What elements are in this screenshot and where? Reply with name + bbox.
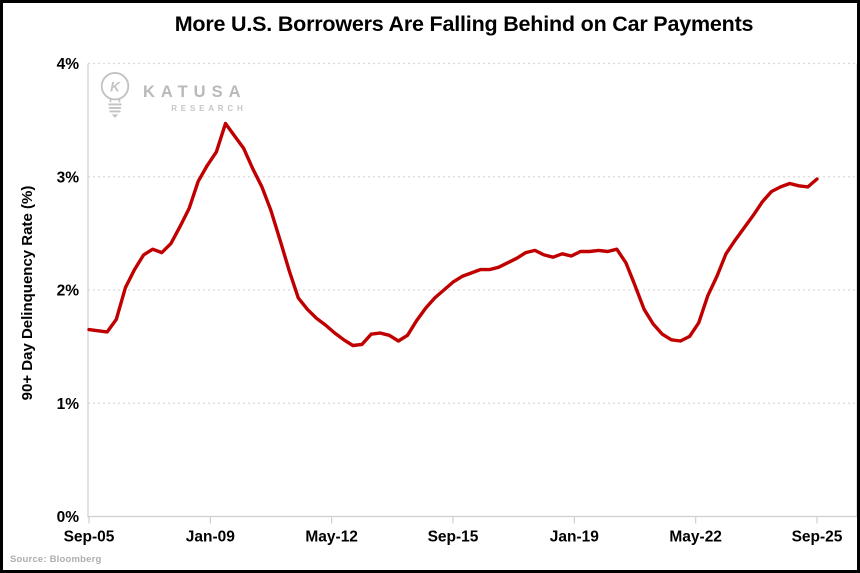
y-axis-title: 90+ Day Delinquency Rate (%) — [19, 185, 36, 401]
x-tick-label: May-22 — [669, 529, 722, 546]
delinquency-line — [87, 121, 819, 348]
katusa-logo: K KATUSA RESEARCH — [95, 70, 247, 120]
x-tick-label: Jan-09 — [186, 529, 235, 546]
chart-title: More U.S. Borrowers Are Falling Behind o… — [174, 12, 754, 36]
logo-subtitle: RESEARCH — [171, 103, 247, 113]
x-tick-label: Jan-19 — [550, 529, 599, 546]
logo-letter: K — [110, 79, 121, 94]
y-tick-label: 4% — [57, 56, 80, 73]
y-tick-label: 2% — [57, 283, 80, 300]
x-tick-label: Sep-25 — [792, 529, 843, 546]
lightbulb-icon: K — [100, 71, 130, 118]
x-tick-label: Sep-15 — [428, 529, 479, 546]
logo-text: KATUSA RESEARCH — [143, 84, 247, 113]
source-note: Source: Bloomberg — [10, 554, 102, 565]
y-tick-label: 0% — [57, 509, 80, 526]
y-tick-label: 3% — [57, 169, 80, 186]
y-tick-label: 1% — [57, 396, 80, 413]
x-tick-label: May-12 — [305, 529, 358, 546]
logo-brand: KATUSA — [143, 83, 247, 101]
x-tick-label: Sep-05 — [64, 529, 115, 546]
